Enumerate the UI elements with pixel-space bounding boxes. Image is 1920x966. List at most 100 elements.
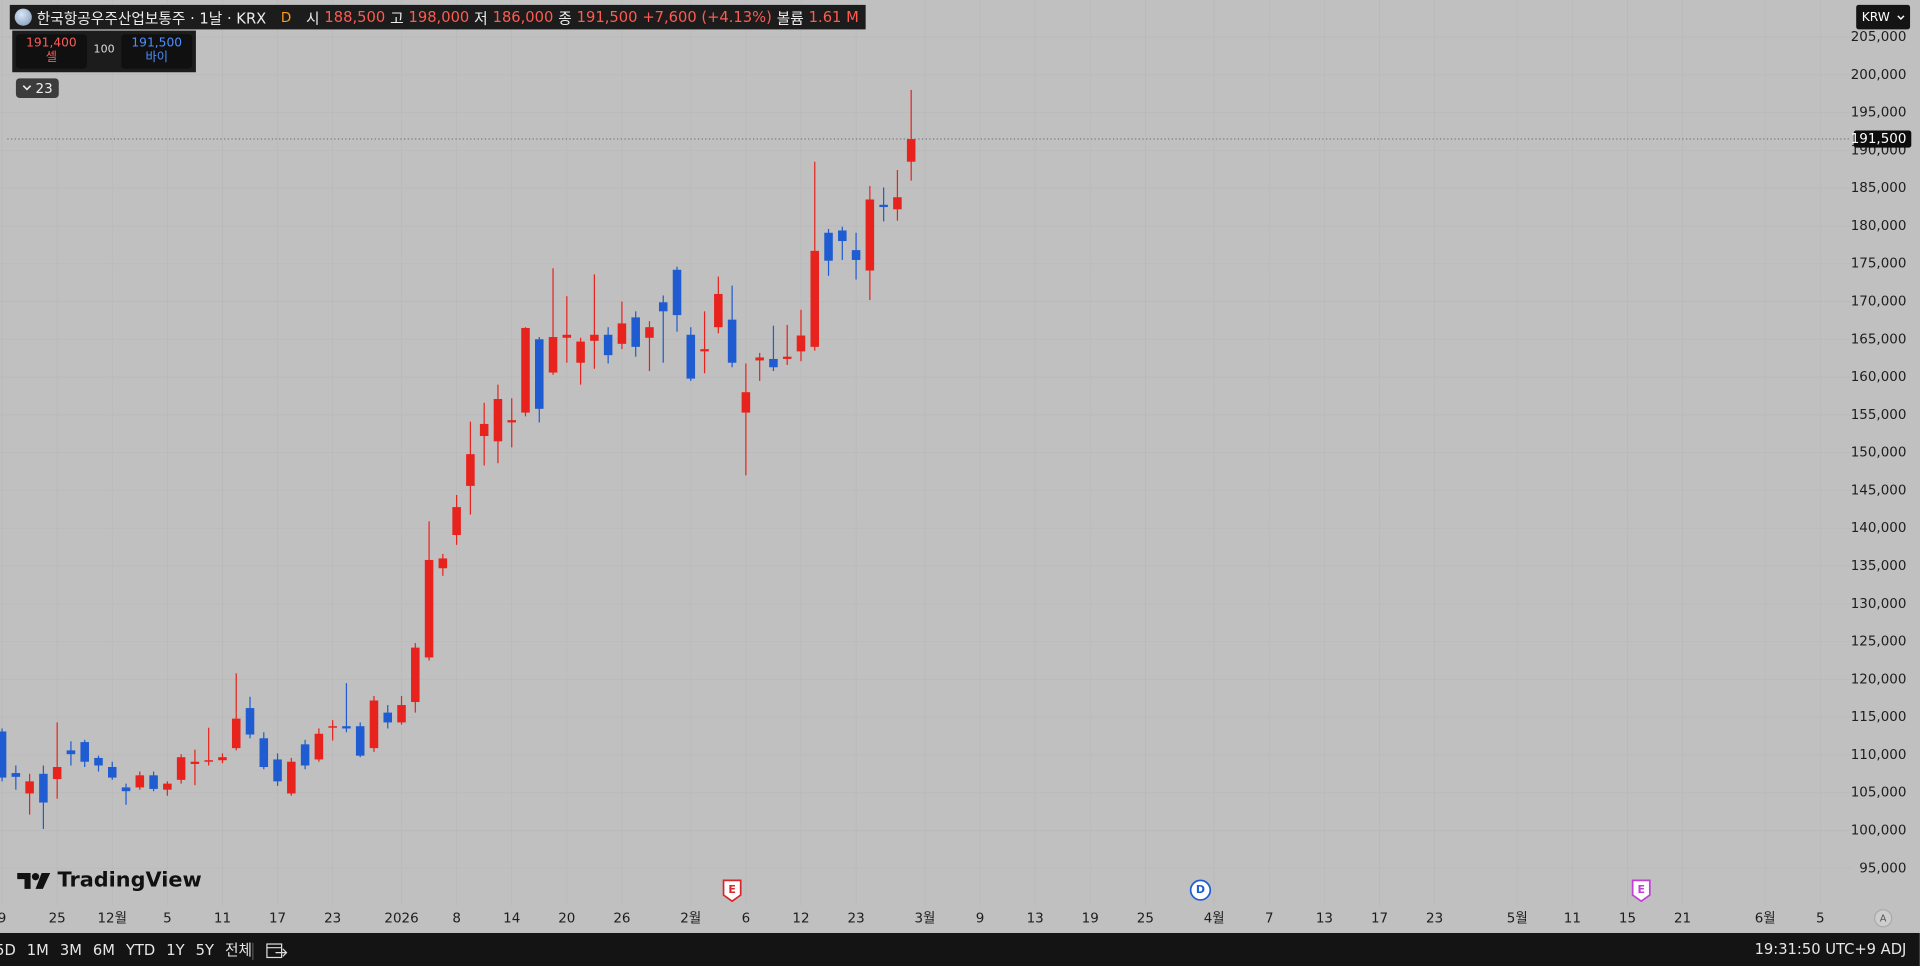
high-label: 고 bbox=[390, 9, 404, 27]
x-tick-label: 3월 bbox=[914, 910, 935, 926]
currency-button[interactable]: KRW bbox=[1856, 4, 1911, 30]
auto-scale-button[interactable]: A bbox=[1873, 909, 1893, 928]
range-button[interactable]: 전체 bbox=[224, 941, 252, 959]
y-tick-label: 95,000 bbox=[1859, 861, 1906, 876]
x-tick-label: 25 bbox=[1137, 911, 1154, 926]
x-tick-label: 12 bbox=[792, 911, 809, 926]
candle-body bbox=[603, 334, 613, 356]
candle-body bbox=[479, 423, 489, 437]
range-button[interactable]: YTD bbox=[125, 940, 156, 959]
x-tick-label: 5월 bbox=[1507, 910, 1528, 926]
buy-button[interactable]: 191,500 바이 bbox=[121, 34, 193, 69]
candle-body bbox=[493, 398, 503, 442]
candle-body bbox=[411, 647, 420, 703]
candle-body bbox=[300, 744, 310, 766]
indicators-count: 23 bbox=[35, 80, 53, 97]
x-tick-label: 20 bbox=[558, 911, 575, 926]
event-marker[interactable]: E bbox=[1631, 879, 1651, 903]
x-tick-label: 17 bbox=[269, 911, 286, 926]
candle-body bbox=[25, 781, 34, 794]
x-tick-label: 15 bbox=[1619, 911, 1636, 926]
range-button[interactable]: 5Y bbox=[195, 940, 214, 959]
event-marker[interactable]: D bbox=[1189, 879, 1212, 901]
grid bbox=[0, 0, 1851, 906]
range-button[interactable]: 6M bbox=[92, 940, 115, 959]
candle-body bbox=[231, 718, 241, 749]
y-tick-label: 100,000 bbox=[1851, 823, 1907, 838]
sell-button[interactable]: 191,400 셀 bbox=[15, 34, 87, 69]
y-tick-label: 160,000 bbox=[1851, 370, 1907, 385]
volume: 1.61 M bbox=[808, 8, 859, 26]
candle-body bbox=[397, 705, 406, 723]
candle-body bbox=[80, 742, 89, 762]
candle-body bbox=[121, 787, 131, 792]
auto-scale-circle bbox=[1873, 909, 1893, 928]
candle-body bbox=[466, 454, 475, 486]
candle-body bbox=[810, 250, 820, 347]
open: 188,500 bbox=[324, 8, 386, 26]
x-tick-label: 5 bbox=[1816, 911, 1825, 926]
y-tick-label: 125,000 bbox=[1851, 635, 1907, 650]
x-tick-label: 26 bbox=[613, 911, 630, 926]
candle-body bbox=[176, 757, 186, 780]
open-label: 시 bbox=[306, 9, 320, 27]
y-tick-label: 175,000 bbox=[1851, 257, 1907, 272]
range-button[interactable]: 5D bbox=[0, 940, 16, 959]
buy-price: 191,500 bbox=[131, 36, 183, 51]
order-panel: 191,400 셀 100 191,500 바이 bbox=[12, 30, 196, 73]
candle-body bbox=[824, 232, 833, 261]
symbol-icon bbox=[14, 8, 32, 26]
y-tick-label: 155,000 bbox=[1851, 408, 1907, 423]
candle-body bbox=[163, 783, 172, 790]
x-tick-label: 6 bbox=[742, 911, 751, 926]
candle-body bbox=[355, 726, 365, 756]
event-label: E bbox=[1637, 883, 1645, 896]
candle-body bbox=[66, 750, 76, 755]
y-tick-label: 120,000 bbox=[1851, 672, 1907, 687]
y-tick-label: 130,000 bbox=[1851, 597, 1907, 612]
logo[interactable]: TradingView bbox=[17, 868, 202, 893]
y-tick-label: 165,000 bbox=[1851, 332, 1907, 347]
adjust-button[interactable]: ADJ bbox=[1880, 940, 1907, 958]
go-to-date[interactable] bbox=[266, 942, 288, 959]
x-tick-label: 23 bbox=[324, 911, 341, 926]
y-tick-label: 200,000 bbox=[1851, 68, 1907, 83]
buy-label: 바이 bbox=[145, 51, 168, 65]
candle-body bbox=[507, 420, 516, 423]
range-button[interactable]: 3M bbox=[59, 940, 82, 959]
range-button[interactable]: 1M bbox=[26, 940, 49, 959]
y-tick-label: 135,000 bbox=[1851, 559, 1907, 574]
event-marker[interactable]: E bbox=[722, 879, 742, 903]
close: 191,500 bbox=[576, 8, 638, 26]
logo-mark bbox=[17, 872, 51, 889]
candle-body bbox=[590, 334, 599, 341]
candle-body bbox=[645, 327, 654, 338]
symbol[interactable]: 한국항공우주산업보통주 · 1날 · KRX bbox=[36, 9, 267, 27]
candle-body bbox=[204, 760, 213, 762]
x-tick-label: 5 bbox=[163, 911, 172, 926]
x-tick-label: 23 bbox=[848, 911, 865, 926]
candle-body bbox=[190, 761, 200, 764]
candle-body bbox=[287, 761, 296, 794]
candle-body bbox=[617, 323, 627, 344]
candle-body bbox=[39, 773, 48, 803]
candle-body bbox=[383, 712, 393, 723]
event-label: E bbox=[728, 883, 736, 896]
y-tick-label: 195,000 bbox=[1851, 106, 1907, 121]
quantity[interactable]: 100 bbox=[93, 44, 115, 57]
candle-body bbox=[838, 230, 847, 242]
candle-body bbox=[686, 334, 696, 379]
candle-body bbox=[0, 731, 7, 778]
indicators-toggle[interactable]: 23 bbox=[15, 78, 59, 98]
logo-text: TradingView bbox=[57, 868, 202, 893]
candle-body bbox=[135, 775, 145, 788]
range-button[interactable]: 1Y bbox=[166, 940, 185, 959]
clock: 19:31:50 UTC+9 bbox=[1754, 940, 1877, 958]
x-tick-label: 9 bbox=[976, 911, 985, 926]
x-tick-label: 4월 bbox=[1204, 910, 1225, 926]
chevron bbox=[22, 85, 32, 91]
candle-body bbox=[52, 767, 62, 780]
y-tick-label: 140,000 bbox=[1851, 521, 1907, 536]
close-label: 종 bbox=[558, 9, 572, 27]
